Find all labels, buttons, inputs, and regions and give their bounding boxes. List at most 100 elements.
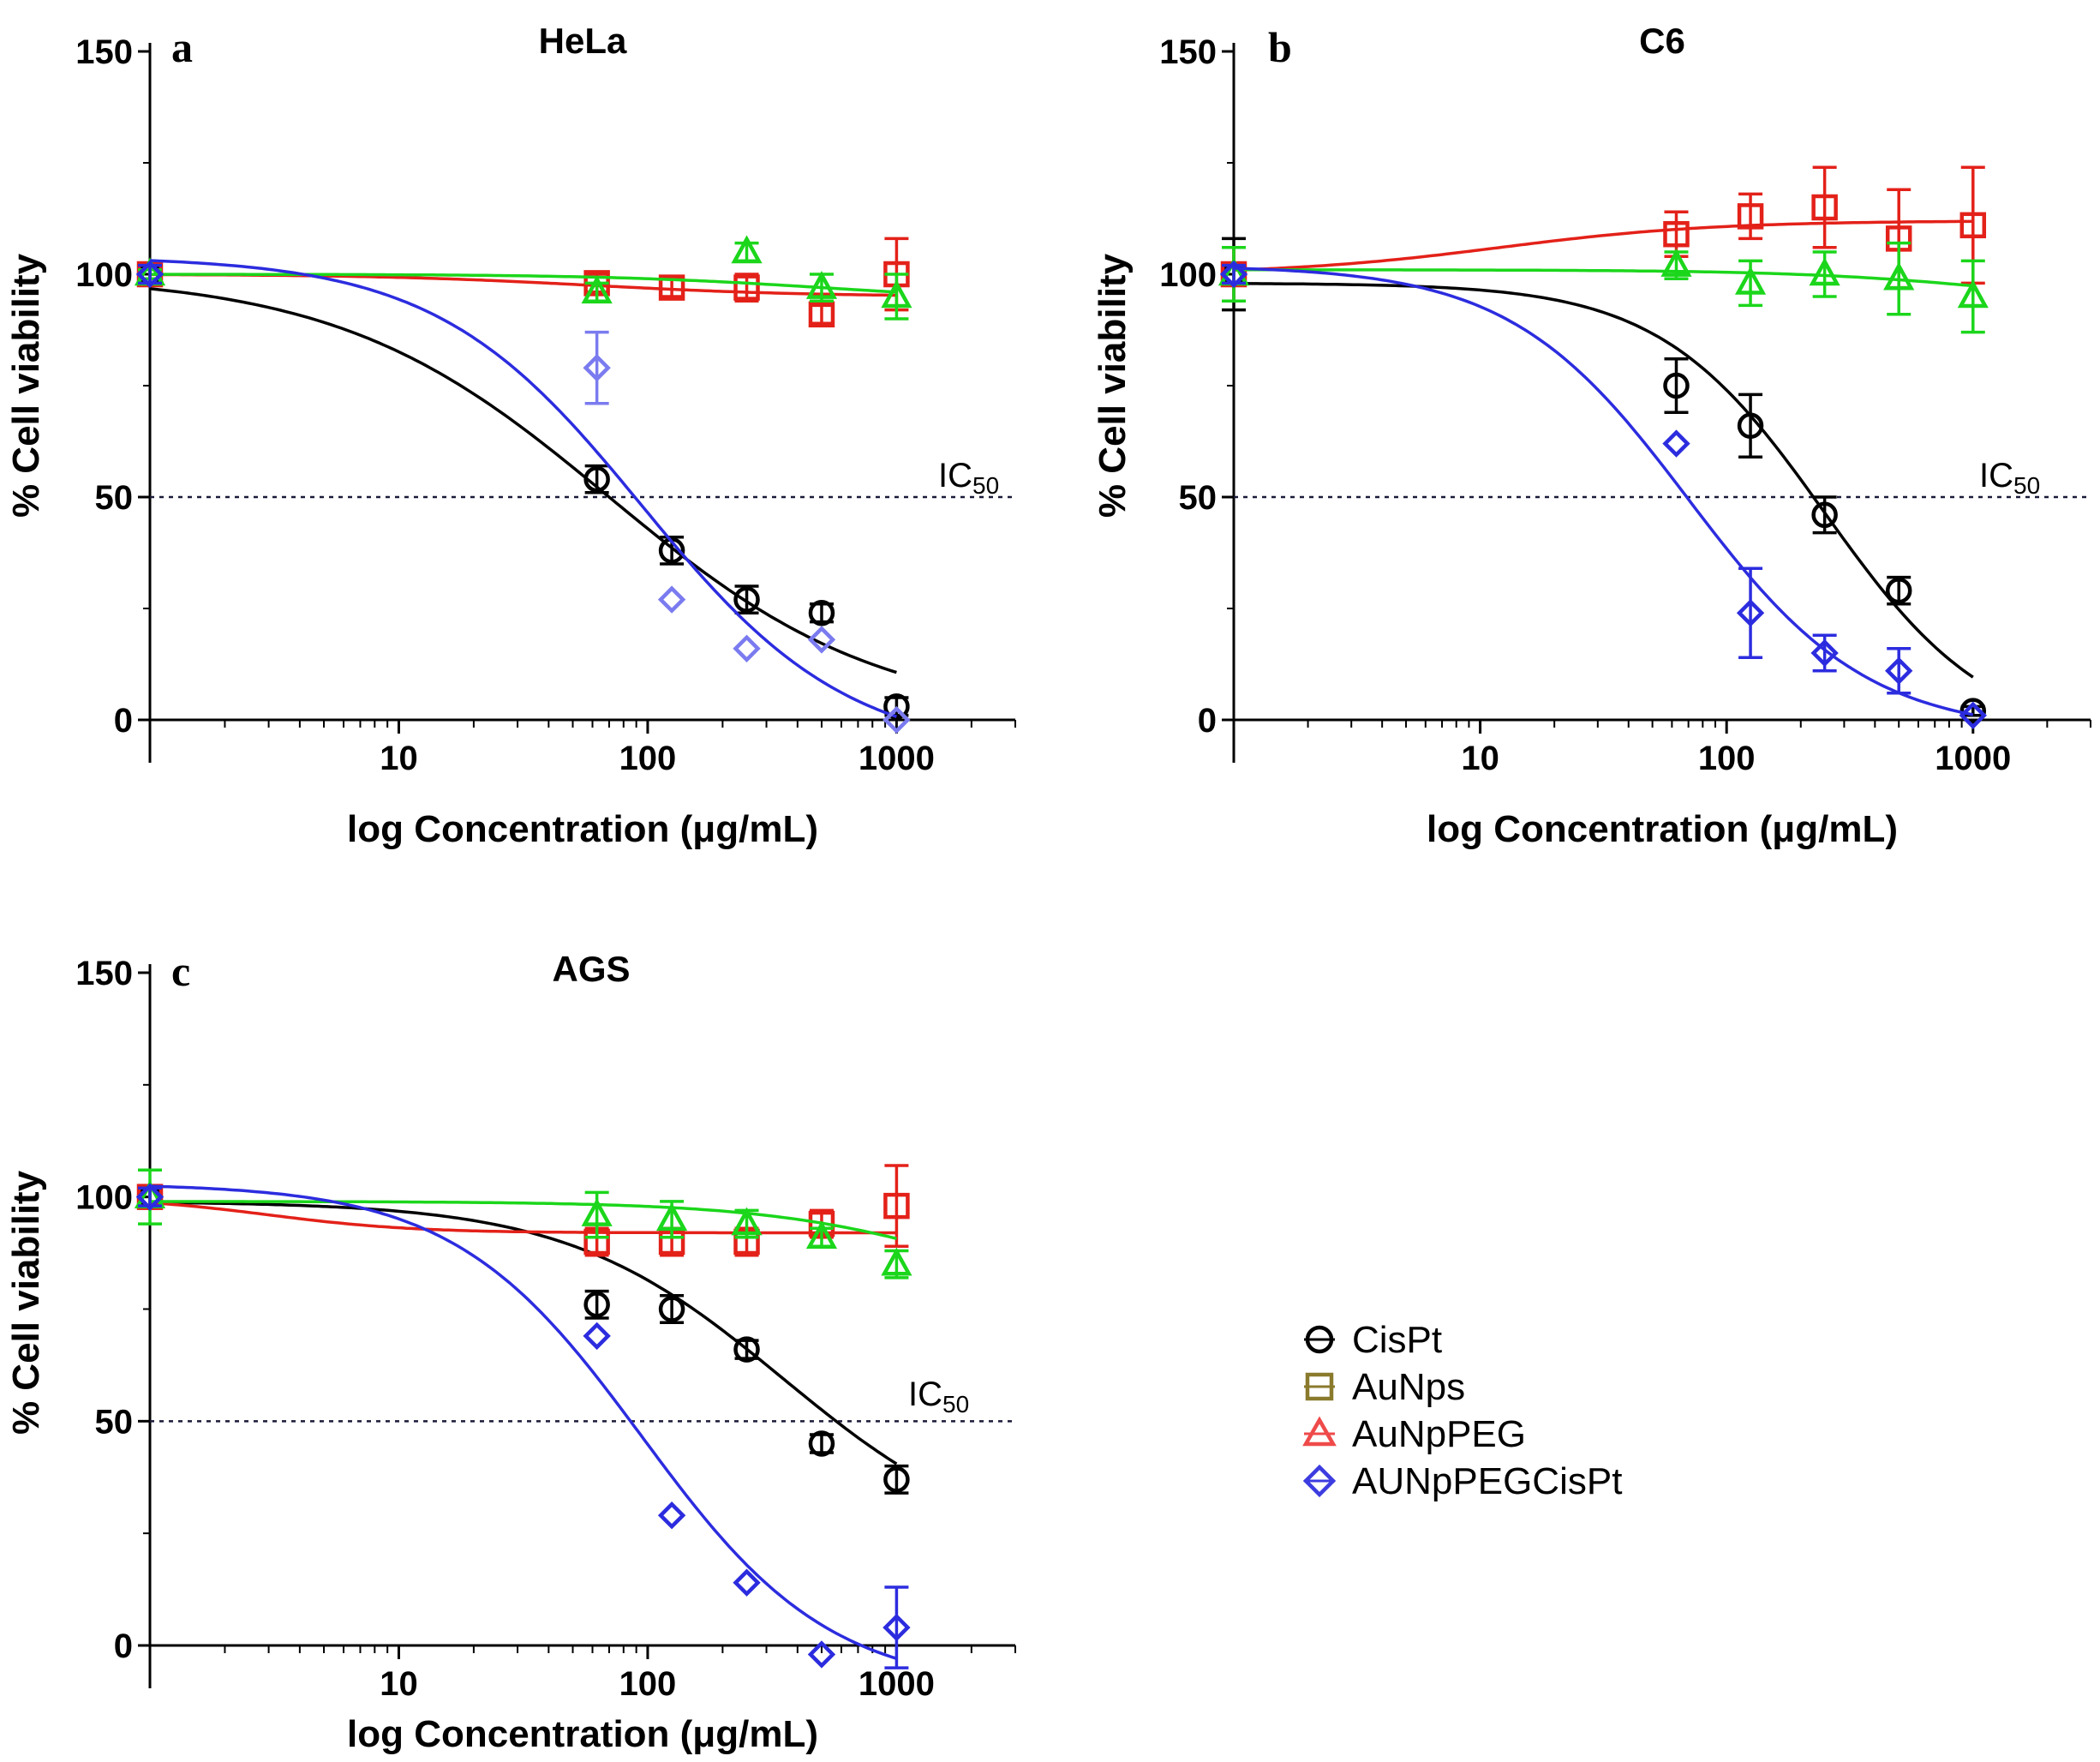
data-point: [657, 585, 686, 614]
data-point: [657, 1501, 686, 1530]
y-axis-label: % Cell viability: [1092, 253, 1134, 518]
data-point: [808, 301, 835, 328]
panel-letter: b: [1268, 23, 1292, 71]
legend-label: CisPt: [1352, 1319, 1442, 1361]
y-tick-label: 150: [75, 33, 133, 71]
fit-curve: [1234, 268, 1973, 288]
series-aunppeg: [134, 235, 912, 321]
data-point: [883, 1466, 910, 1493]
ic50-label-sub: 50: [2013, 472, 2040, 499]
ic50-label-sub: 50: [942, 1391, 969, 1417]
data-point: [1734, 266, 1767, 295]
data-point: [658, 274, 685, 301]
legend-item-aunppegcispt: AUNpPEGCisPt: [1302, 1460, 1622, 1502]
data-point: [135, 1183, 165, 1211]
data-point: [1736, 599, 1765, 627]
data-point: [135, 260, 165, 289]
data-point: [807, 1640, 836, 1669]
data-point: [1219, 260, 1248, 289]
series-aunppegcispt: [135, 1183, 911, 1669]
data-point: [882, 1613, 911, 1642]
legend-label: AuNpPEG: [1352, 1413, 1526, 1455]
legend-item-aunps: AuNps: [1304, 1366, 1465, 1408]
data-point: [733, 586, 760, 613]
x-tick-label: 100: [619, 1665, 677, 1703]
data-point: [1811, 194, 1838, 221]
chart-title: AGS: [552, 949, 630, 989]
fit-curve: [1233, 219, 1973, 272]
x-tick-label: 10: [380, 740, 418, 777]
data-point: [1737, 203, 1764, 230]
chart-title: C6: [1639, 21, 1685, 61]
data-point: [733, 274, 760, 301]
fit-curve: [149, 1201, 897, 1235]
legend-label: AuNps: [1352, 1366, 1465, 1408]
data-point: [583, 1292, 610, 1318]
data-point: [805, 270, 838, 299]
ic50-label-main: IC: [1979, 457, 2013, 494]
y-tick-label: 150: [75, 955, 133, 992]
x-tick-label: 10: [1461, 740, 1499, 777]
data-point: [805, 1220, 838, 1250]
x-tick-label: 1000: [1935, 740, 2011, 777]
data-point: [1809, 257, 1840, 286]
data-point: [882, 705, 911, 734]
y-tick-label: 100: [1159, 256, 1217, 294]
ic50-label-main: IC: [938, 457, 972, 494]
y-axis-label: % Cell viability: [5, 1170, 47, 1435]
panel-letter: a: [171, 23, 193, 71]
x-tick-label: 10: [380, 1665, 418, 1703]
data-point: [1959, 212, 1987, 239]
chart-panel-c: 0 50 100 150 10 100 1000 log Concentration (μg/…: [5, 947, 1016, 1755]
fit-curve: [1233, 267, 1974, 716]
chart-panel-b: 0 50 100 150 10 100 1000 log Concentration (μg/…: [1092, 21, 2091, 850]
data-point: [731, 235, 763, 264]
panel-letter: c: [171, 947, 190, 995]
data-point: [883, 1192, 910, 1220]
fit-curve: [149, 259, 897, 718]
chart-title: HeLa: [539, 21, 627, 61]
legend-item-aunppeg: AuNpPEG: [1302, 1413, 1526, 1455]
series-aunppeg: [134, 1168, 912, 1280]
y-tick-label: 50: [95, 479, 134, 517]
legend: CisPt AuNps AuNpPEG AUNpPEGCisPt: [1302, 1319, 1622, 1502]
series-aunppeg: [1218, 241, 1989, 334]
data-point: [808, 1430, 835, 1457]
x-axis-label: log Concentration (μg/mL): [347, 808, 818, 850]
data-point: [1660, 248, 1692, 277]
data-point: [808, 599, 835, 626]
ic50-label-sub: 50: [972, 472, 999, 499]
data-point: [1811, 501, 1838, 529]
y-tick-label: 0: [114, 702, 133, 740]
x-tick-label: 1000: [859, 740, 935, 777]
y-tick-label: 100: [75, 256, 133, 294]
series-aunppegcispt: [1219, 260, 1987, 729]
data-point: [1662, 429, 1690, 458]
y-tick-label: 50: [95, 1403, 134, 1441]
data-point: [1957, 279, 1989, 309]
data-point: [1885, 656, 1913, 685]
data-point: [733, 1568, 761, 1597]
fit-curve: [149, 1184, 897, 1660]
legend-marker-triangle: [1302, 1416, 1337, 1447]
data-point: [1810, 638, 1839, 668]
series-cispt: [136, 261, 910, 720]
data-point: [733, 1336, 760, 1363]
x-tick-label: 100: [1698, 740, 1756, 777]
data-point: [583, 1322, 611, 1351]
x-axis-label: log Concentration (μg/mL): [347, 1713, 818, 1755]
data-point: [1737, 412, 1764, 440]
data-point: [1663, 372, 1690, 399]
legend-marker-diamond: [1302, 1464, 1337, 1498]
data-point: [881, 279, 912, 309]
legend-item-cispt: CisPt: [1304, 1319, 1442, 1361]
data-point: [807, 626, 836, 654]
data-point: [883, 693, 910, 720]
y-axis-label: % Cell viability: [5, 253, 47, 518]
data-point: [583, 354, 611, 382]
y-tick-label: 0: [1198, 702, 1217, 740]
data-point: [733, 634, 761, 662]
y-tick-label: 0: [114, 1627, 133, 1665]
data-point: [581, 275, 613, 304]
